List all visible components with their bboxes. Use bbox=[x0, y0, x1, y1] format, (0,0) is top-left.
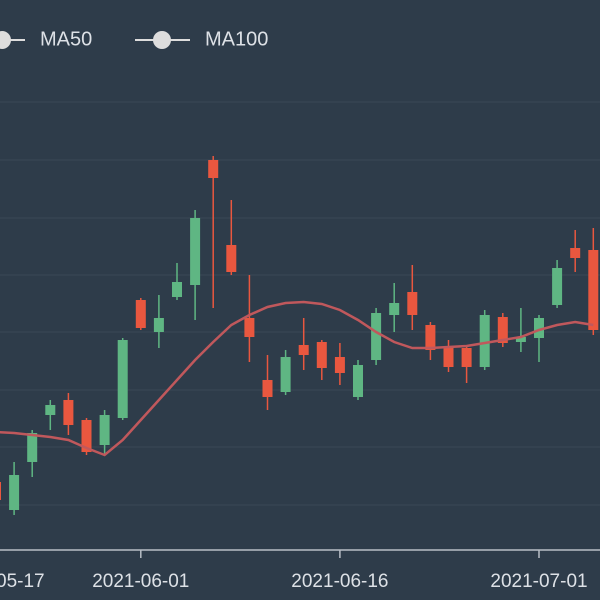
candle-body bbox=[371, 313, 382, 360]
candle-body bbox=[552, 268, 563, 305]
candle-body bbox=[208, 160, 219, 178]
candle-body bbox=[479, 315, 490, 367]
candle-body bbox=[262, 380, 273, 397]
candle-body bbox=[425, 325, 436, 350]
ma-line bbox=[0, 300, 594, 457]
candle-body bbox=[9, 475, 20, 510]
legend-label: MA100 bbox=[205, 28, 268, 50]
x-tick-label: 2021-06-01 bbox=[92, 571, 189, 592]
candle-body bbox=[27, 433, 38, 462]
candle-body bbox=[515, 337, 526, 342]
candle-body bbox=[99, 415, 110, 445]
candle-body bbox=[172, 282, 182, 297]
candle-body bbox=[570, 248, 581, 258]
candle-body bbox=[0, 482, 1, 500]
candle-body bbox=[244, 318, 255, 337]
legend-dot bbox=[153, 31, 171, 49]
candle-body bbox=[443, 348, 454, 367]
x-tick-label: 2021-07-01 bbox=[490, 571, 587, 592]
candle-body bbox=[334, 357, 345, 373]
candle-body bbox=[407, 292, 418, 315]
candle-body bbox=[45, 405, 56, 415]
candle-body bbox=[588, 250, 599, 330]
candle-body bbox=[534, 318, 544, 338]
candle-body bbox=[389, 303, 400, 315]
candle-body bbox=[153, 318, 164, 332]
candle-body bbox=[117, 340, 128, 418]
legend-item: MA50 bbox=[0, 28, 92, 50]
candle-body bbox=[298, 345, 309, 355]
candle-body bbox=[63, 400, 74, 425]
candle-body bbox=[190, 218, 201, 285]
candle-body bbox=[497, 317, 508, 343]
legend-label: MA50 bbox=[40, 28, 92, 50]
grid bbox=[0, 101, 600, 506]
candle-body bbox=[135, 300, 146, 328]
candle-body bbox=[461, 348, 472, 367]
candle-body bbox=[280, 357, 291, 392]
candle-body bbox=[316, 342, 327, 368]
candle-body bbox=[226, 245, 237, 272]
legend-item: MA100 bbox=[135, 28, 268, 50]
x-tick-label: 2021-06-16 bbox=[291, 571, 388, 592]
candle-body bbox=[353, 365, 363, 397]
legend-dot bbox=[0, 31, 6, 49]
x-tick-label: 2021-05-17 bbox=[0, 571, 45, 592]
candle-body bbox=[81, 420, 92, 452]
